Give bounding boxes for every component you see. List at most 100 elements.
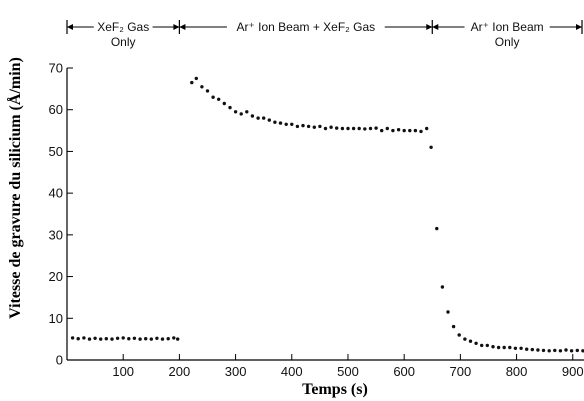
data-point: [127, 337, 131, 341]
y-tick-label: 0: [56, 353, 63, 368]
axes: [66, 68, 584, 361]
data-point: [530, 347, 534, 352]
data-point: [245, 110, 249, 114]
data-point: [402, 128, 406, 133]
data-point: [329, 125, 333, 129]
y-tick-label: 30: [49, 227, 63, 242]
data-point: [211, 95, 215, 99]
data-point: [176, 337, 180, 341]
data-points: [70, 76, 584, 353]
data-point: [233, 110, 238, 114]
data-point: [575, 348, 579, 353]
x-tick-label: 800: [506, 364, 528, 379]
data-point: [581, 349, 584, 353]
x-tick-label: 600: [393, 364, 415, 379]
data-point: [457, 333, 461, 337]
y-tick-label: 10: [49, 311, 63, 326]
data-point: [323, 126, 328, 131]
phase-arrow-right: [576, 24, 582, 30]
data-point: [87, 337, 92, 341]
data-point: [132, 336, 137, 340]
data-point: [391, 128, 395, 133]
data-point: [190, 80, 194, 85]
data-point: [480, 343, 484, 348]
phase-label: Ar⁺ Ion Beam: [471, 20, 544, 34]
data-point: [273, 120, 277, 124]
data-point: [553, 348, 557, 353]
data-point: [284, 122, 288, 127]
data-point: [290, 122, 294, 127]
data-point: [312, 125, 316, 129]
data-point: [76, 337, 80, 341]
data-point: [440, 285, 445, 289]
phase-sublabel: Only: [495, 35, 520, 49]
data-point: [491, 345, 495, 349]
data-point: [485, 343, 489, 348]
data-point: [335, 126, 339, 130]
data-point: [306, 124, 311, 129]
data-point: [262, 116, 266, 120]
data-point: [357, 126, 361, 131]
data-point: [99, 337, 103, 341]
data-point: [93, 336, 97, 340]
data-point: [385, 126, 389, 131]
y-tick-label: 40: [49, 186, 63, 201]
data-point: [413, 128, 418, 133]
data-point: [363, 127, 367, 131]
x-tick-label: 900: [562, 364, 584, 379]
data-point: [172, 336, 176, 340]
data-point: [374, 126, 378, 130]
data-point: [446, 310, 450, 314]
data-point: [115, 336, 120, 340]
x-tick-label: 700: [450, 364, 472, 379]
y-axis-title: Vitesse de gravure du silicium (Å/min): [6, 57, 24, 319]
data-point: [104, 337, 109, 341]
data-point: [346, 126, 350, 131]
data-point: [200, 85, 204, 89]
data-point: [82, 336, 86, 340]
data-point: [239, 112, 243, 116]
data-point: [502, 345, 506, 350]
data-point: [429, 145, 433, 149]
data-point: [408, 128, 412, 133]
x-tick-label: 300: [225, 364, 247, 379]
data-point: [435, 226, 439, 231]
data-point: [351, 126, 356, 131]
data-point: [541, 348, 546, 353]
phase-arrow-left: [179, 24, 186, 30]
data-point: [340, 126, 345, 131]
data-point: [536, 348, 540, 352]
phase-label: XeF₂ Gas: [97, 20, 149, 34]
data-point: [295, 124, 300, 129]
data-point: [318, 124, 322, 129]
data-point: [474, 341, 478, 345]
data-point: [155, 336, 159, 340]
y-tick-label: 20: [49, 269, 63, 284]
phase-arrow-right: [173, 24, 180, 30]
data-point: [217, 97, 221, 102]
x-tick-label: 500: [337, 364, 359, 379]
data-point: [144, 337, 148, 341]
data-point: [508, 345, 512, 350]
data-point: [250, 114, 255, 118]
phase-arrow-left: [67, 24, 73, 30]
data-point: [463, 337, 467, 341]
data-point: [222, 101, 226, 106]
phase-sublabel: Only: [111, 35, 136, 49]
data-point: [110, 337, 114, 341]
data-point: [194, 76, 198, 81]
data-point: [564, 348, 568, 352]
data-point: [70, 336, 75, 340]
data-point: [166, 337, 170, 341]
phase-arrow-left: [432, 24, 439, 30]
data-point: [267, 118, 271, 122]
data-point: [547, 349, 551, 353]
data-point: [519, 346, 523, 350]
x-axis-title: Temps (s): [302, 381, 368, 398]
data-point: [525, 347, 529, 351]
data-point: [558, 349, 563, 353]
data-point: [468, 339, 473, 343]
